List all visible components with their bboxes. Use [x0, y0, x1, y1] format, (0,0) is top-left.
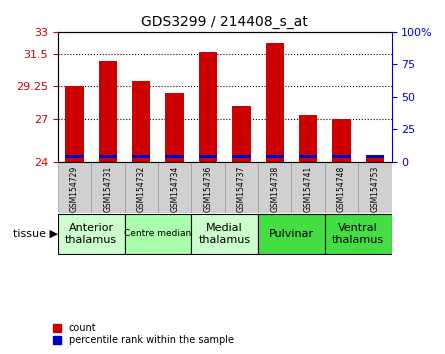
Bar [291, 162, 325, 213]
Bar [325, 162, 358, 213]
Text: GSM154734: GSM154734 [170, 166, 179, 212]
Text: GSM154748: GSM154748 [337, 166, 346, 212]
Text: GSM154753: GSM154753 [370, 166, 380, 212]
Text: Pulvinar: Pulvinar [269, 229, 314, 239]
Text: tissue ▶: tissue ▶ [13, 229, 58, 239]
Text: Medial
thalamus: Medial thalamus [198, 223, 251, 245]
Text: Centre median: Centre median [124, 229, 192, 239]
Bar [332, 155, 351, 158]
Bar [358, 162, 392, 213]
Bar [299, 115, 317, 162]
Legend: count, percentile rank within the sample: count, percentile rank within the sample [49, 319, 238, 349]
Bar [132, 81, 150, 162]
Bar [232, 155, 251, 158]
Bar [299, 155, 317, 158]
Bar [125, 214, 191, 254]
Bar [232, 105, 251, 162]
Bar [366, 155, 384, 158]
Bar [191, 214, 258, 254]
Text: GSM154738: GSM154738 [270, 166, 279, 212]
Bar [166, 155, 184, 158]
Bar [366, 155, 384, 162]
Bar [191, 162, 225, 213]
Bar [258, 162, 291, 213]
Bar [199, 52, 217, 162]
Bar [266, 44, 284, 162]
Text: GSM154737: GSM154737 [237, 166, 246, 212]
Bar [99, 61, 117, 162]
Text: Ventral
thalamus: Ventral thalamus [332, 223, 384, 245]
Bar [125, 162, 158, 213]
Text: GSM154731: GSM154731 [103, 166, 113, 212]
Bar [332, 119, 351, 162]
Bar [225, 162, 258, 213]
Bar [199, 155, 217, 158]
Bar [325, 214, 392, 254]
Text: GSM154736: GSM154736 [203, 166, 213, 212]
Bar [99, 155, 117, 158]
Text: GSM154732: GSM154732 [137, 166, 146, 212]
Bar [65, 155, 84, 158]
Bar [65, 86, 84, 162]
Text: GSM154729: GSM154729 [70, 166, 79, 212]
Text: Anterior
thalamus: Anterior thalamus [65, 223, 117, 245]
Bar [58, 214, 125, 254]
Bar [132, 155, 150, 158]
Bar [158, 162, 191, 213]
Bar [91, 162, 125, 213]
Bar [58, 162, 91, 213]
Bar [258, 214, 325, 254]
Bar [166, 93, 184, 162]
Bar [266, 155, 284, 158]
Title: GDS3299 / 214408_s_at: GDS3299 / 214408_s_at [142, 16, 308, 29]
Text: GSM154741: GSM154741 [303, 166, 313, 212]
